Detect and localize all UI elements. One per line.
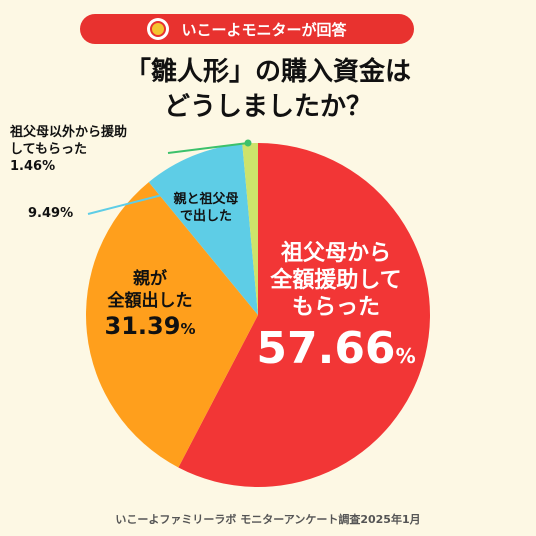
slice-label-grandparents-line1: 祖父母から: [280, 241, 391, 266]
slice-value-grandparents: 57.66: [256, 323, 396, 374]
chart-title-line2: どうしましたか？: [163, 92, 372, 122]
slice-value-both: 9.49%: [28, 206, 74, 221]
leader-dot-others: [244, 139, 252, 147]
footer-source: いこーよファミリーラボ モニターアンケート調査2025年1月: [115, 513, 421, 526]
slice-label-others: 祖父母以外から援助 してもらった 1.46%: [10, 124, 127, 175]
slice-label-grandparents: 祖父母から 全額援助して もらった 57.66%: [248, 240, 424, 373]
leader-line-others: [167, 142, 249, 154]
slice-both: [148, 143, 258, 315]
header-banner: いこーよモニターが回答: [80, 14, 414, 44]
slice-label-both-line2: で出した: [179, 209, 232, 224]
slice-label-parents-line1: 親が: [133, 269, 167, 289]
slice-parents: [85, 182, 258, 468]
banner-text: いこーよモニターが回答: [181, 20, 347, 39]
slice-value-parents-unit: %: [180, 320, 196, 338]
mascot-logo-icon: [147, 18, 170, 40]
leader-line-both: [87, 192, 171, 215]
slice-value-grandparents-unit: %: [395, 344, 416, 368]
slice-label-others-line1: 祖父母以外から援助: [10, 125, 128, 140]
slice-label-others-line2: してもらった: [10, 142, 87, 157]
slice-label-both-line1: 親と祖父母: [173, 192, 239, 207]
chart-title-line1: 「雛人形」の購入資金は: [124, 57, 411, 87]
slice-label-both: 親と祖父母 で出した: [158, 191, 254, 225]
slice-value-others: 1.46%: [10, 159, 56, 174]
slice-value-parents: 31.39: [104, 312, 181, 340]
slice-label-grandparents-line3: もらった: [291, 295, 380, 320]
slice-others: [242, 143, 258, 315]
slice-grandparents: [178, 143, 430, 487]
slice-label-parents-line2: 全額出した: [107, 291, 193, 311]
slice-label-grandparents-line2: 全額援助して: [270, 268, 402, 293]
slice-label-parents: 親が 全額出した 31.39%: [70, 268, 230, 340]
